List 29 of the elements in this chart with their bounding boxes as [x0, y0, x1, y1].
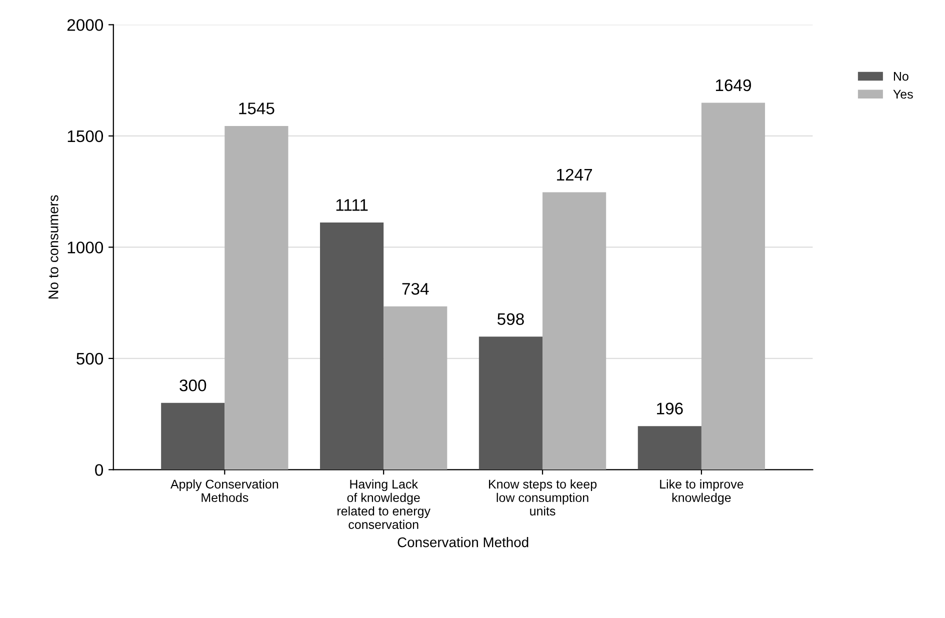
bar	[542, 192, 606, 470]
x-axis-title: Conservation Method	[398, 537, 528, 548]
y-tick-label: 1500	[68, 130, 104, 142]
bar	[224, 126, 288, 470]
bar	[161, 402, 225, 470]
x-tick-label: Having Lack of knowledge related to energy conservation	[338, 479, 430, 529]
data-label: 1247	[557, 168, 592, 180]
bar	[320, 222, 384, 470]
y-tick-label: 2000	[67, 19, 104, 31]
bar	[478, 336, 543, 470]
legend-label: Yes	[893, 90, 913, 99]
x-tick-label: Apply Conservation Methods	[170, 479, 278, 502]
data-label: 1111	[336, 199, 368, 211]
data-label: 300	[180, 380, 206, 392]
data-label: 196	[657, 402, 683, 414]
bar	[384, 306, 448, 470]
legend-label: No	[894, 72, 908, 81]
bar	[701, 102, 766, 470]
x-tick-label: Like to improve knowledge	[660, 479, 744, 505]
data-label: 1545	[239, 102, 274, 114]
x-tick-label: Know steps to keep low consumption units	[488, 479, 597, 516]
y-axis-title: No to consumers	[48, 195, 58, 299]
y-tick-label: 1000	[68, 242, 104, 254]
y-tick-label: 0	[95, 464, 104, 476]
data-label: 734	[402, 282, 429, 295]
data-label: 1649	[716, 79, 751, 92]
data-label: 598	[497, 313, 524, 326]
bar	[638, 426, 702, 470]
y-tick-label: 500	[76, 352, 104, 365]
